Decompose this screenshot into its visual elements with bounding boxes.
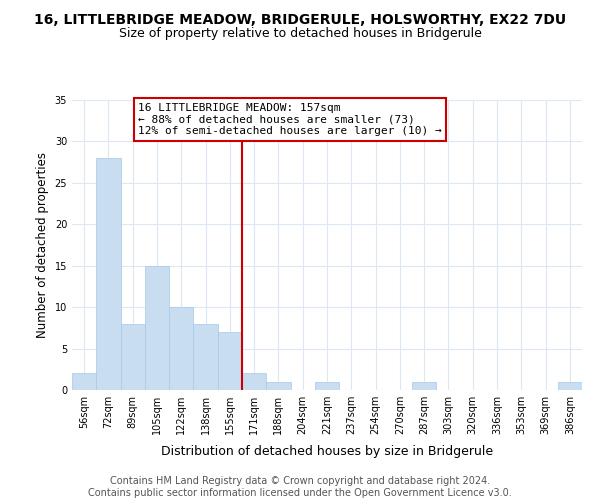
Bar [96,158,121,390]
Bar [242,374,266,390]
Bar [315,382,339,390]
Bar [218,332,242,390]
Bar [72,374,96,390]
Text: Size of property relative to detached houses in Bridgerule: Size of property relative to detached ho… [119,28,481,40]
Y-axis label: Number of detached properties: Number of detached properties [36,152,49,338]
Bar [169,307,193,390]
Bar [121,324,145,390]
Bar [412,382,436,390]
Bar [558,382,582,390]
Text: 16 LITTLEBRIDGE MEADOW: 157sqm
← 88% of detached houses are smaller (73)
12% of : 16 LITTLEBRIDGE MEADOW: 157sqm ← 88% of … [139,103,442,136]
Text: 16, LITTLEBRIDGE MEADOW, BRIDGERULE, HOLSWORTHY, EX22 7DU: 16, LITTLEBRIDGE MEADOW, BRIDGERULE, HOL… [34,12,566,26]
Bar [193,324,218,390]
X-axis label: Distribution of detached houses by size in Bridgerule: Distribution of detached houses by size … [161,446,493,458]
Text: Contains public sector information licensed under the Open Government Licence v3: Contains public sector information licen… [88,488,512,498]
Bar [145,266,169,390]
Text: Contains HM Land Registry data © Crown copyright and database right 2024.: Contains HM Land Registry data © Crown c… [110,476,490,486]
Bar [266,382,290,390]
